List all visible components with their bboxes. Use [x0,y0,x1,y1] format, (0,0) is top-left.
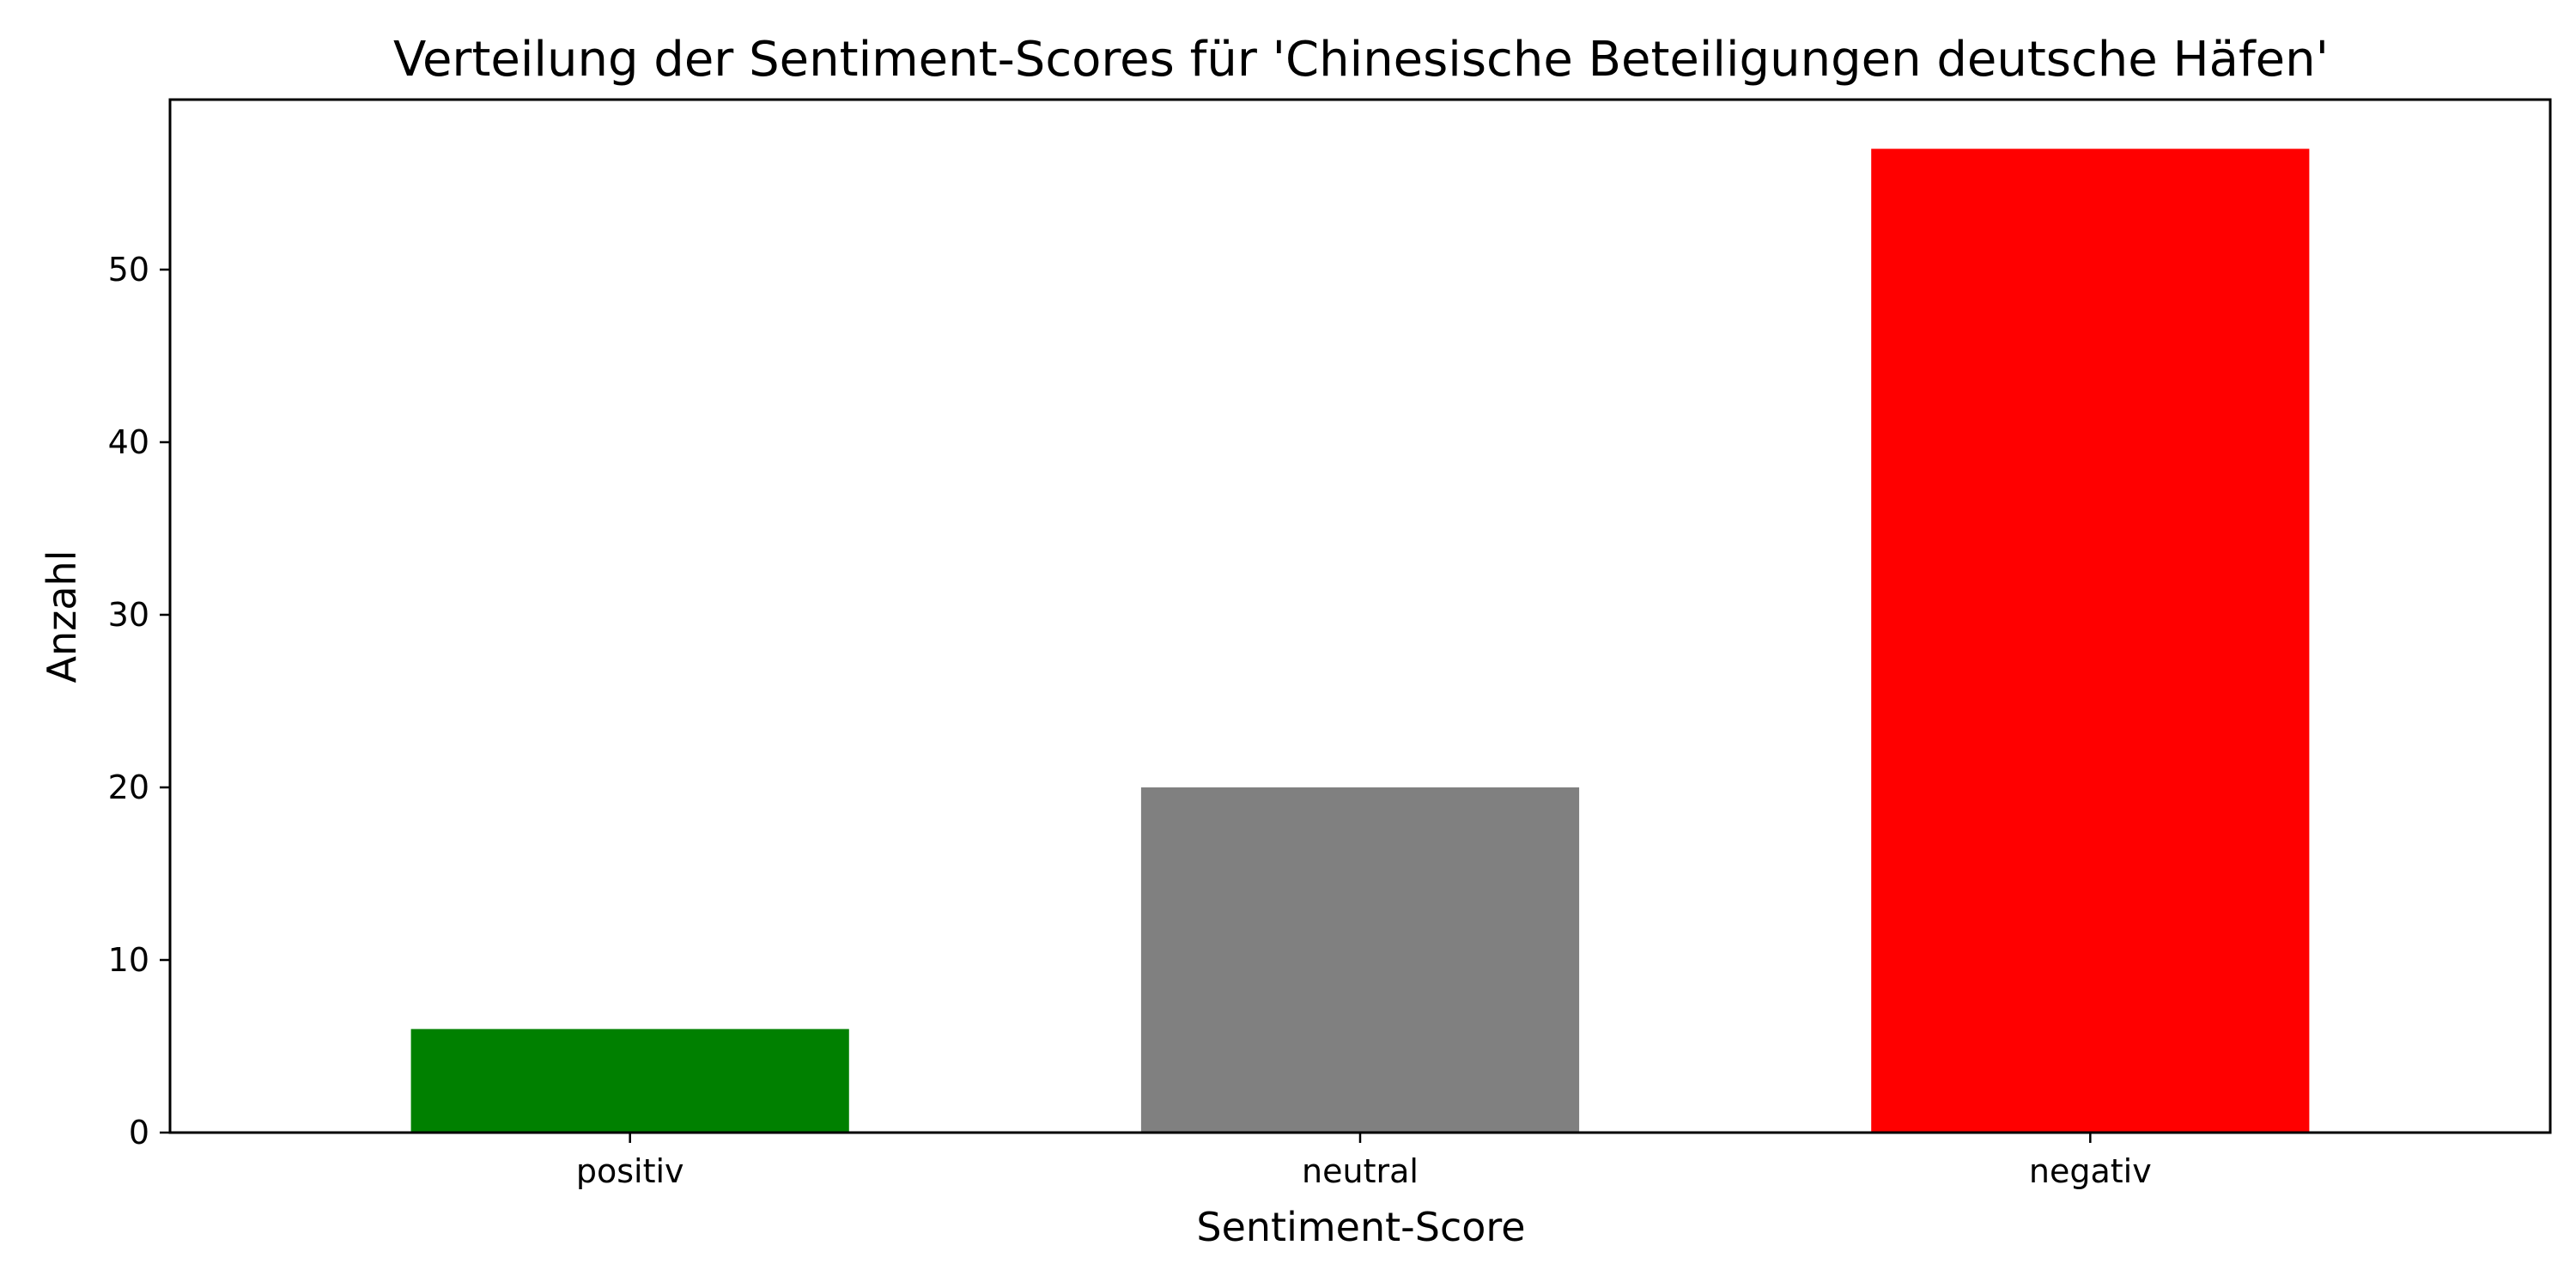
y-axis-ticks: 0 10 20 30 40 50 [108,251,170,1151]
y-tick-label-40: 40 [108,423,149,461]
bar-neutral [1140,787,1580,1133]
bar-positiv [410,1029,849,1133]
y-tick-label-0: 0 [129,1114,149,1151]
y-tick-label-30: 30 [108,596,149,634]
x-tick-label-positiv: positiv [576,1152,684,1190]
bar-negativ [1871,149,2310,1133]
y-tick-label-50: 50 [108,251,149,289]
chart-title: Verteilung der Sentiment-Scores für 'Chi… [393,32,2329,88]
x-axis-ticks: positiv neutral negativ [576,1133,2152,1190]
x-axis-label: Sentiment-Score [1196,1204,1525,1250]
y-axis-label: Anzahl [39,550,85,683]
y-tick-label-10: 10 [108,941,149,979]
bars-layer [410,149,2310,1133]
x-tick-label-neutral: neutral [1302,1152,1419,1190]
x-tick-label-negativ: negativ [2029,1152,2152,1190]
y-tick-label-20: 20 [108,769,149,806]
